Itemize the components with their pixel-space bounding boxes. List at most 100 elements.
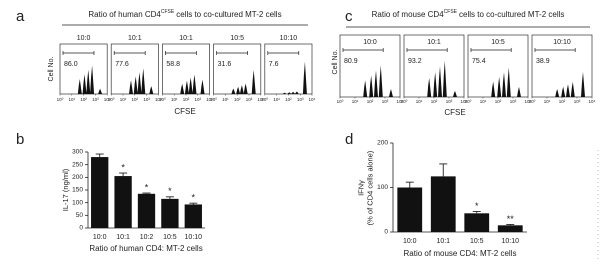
x-tick-label: 10¹ [69, 97, 76, 102]
x-tick-label: 10:2 [140, 234, 154, 241]
x-tick-label: 10³ [510, 99, 517, 104]
significance-mark: * [192, 193, 196, 203]
y-tick-label: 100 [377, 184, 388, 191]
x-tick-label: 10¹ [273, 97, 280, 102]
x-tick-label: 10⁰ [529, 99, 536, 104]
x-tick-label: 10² [234, 97, 241, 102]
gate-percent: 86.0 [64, 61, 78, 68]
panel-label: 10:1 [179, 35, 193, 42]
x-tick-label: 10³ [92, 97, 99, 102]
y-axis-label: Cell No. [48, 57, 55, 82]
x-tick-label: 10³ [143, 97, 150, 102]
title-text: cells to co-cultured MT-2 cells [459, 10, 564, 19]
histogram [266, 61, 310, 94]
histogram [215, 70, 259, 94]
significance-mark: * [121, 162, 125, 172]
panel-title: Ratio of human CD4CFSE cells to co-cultur… [88, 9, 281, 19]
panel-label: 10:10 [280, 35, 298, 42]
x-tick-label: 10:5 [163, 234, 177, 241]
x-tick-label: 10¹ [416, 99, 423, 104]
title-superscript: CFSE [161, 9, 175, 15]
x-tick-label: 10³ [195, 97, 202, 102]
x-tick-label: 10¹ [171, 97, 178, 102]
significance-mark: * [145, 182, 149, 192]
gate-percent: 7.6 [269, 61, 279, 68]
bar [430, 176, 456, 232]
bar [91, 157, 109, 228]
panel-label: 10:1 [128, 35, 142, 42]
x-tick-label: 10⁰ [57, 97, 64, 102]
x-tick-label: 10⁴ [309, 97, 316, 102]
gate-percent: 77.6 [115, 61, 129, 68]
x-tick-label: 10⁴ [104, 97, 111, 102]
panel-letter: d [345, 131, 353, 148]
x-tick-label: 10:0 [403, 238, 417, 245]
x-tick-label: 10¹ [222, 97, 229, 102]
bar [464, 213, 490, 232]
x-tick-label: 10:10 [501, 238, 519, 245]
histogram [406, 60, 462, 97]
x-axis-label: Ratio of human CD4: MT-2 cells [89, 244, 202, 253]
x-tick-label: 10² [495, 99, 502, 104]
panel-label: 10:10 [553, 39, 571, 46]
x-tick-label: 10¹ [544, 99, 551, 104]
histogram [62, 65, 106, 94]
y-tick-label: 150 [72, 187, 83, 194]
x-tick-label: 10² [132, 97, 139, 102]
x-axis-label: CFSE [444, 108, 465, 117]
x-tick-label: 10:1 [436, 238, 450, 245]
bar [184, 204, 202, 228]
x-tick-label: 10⁰ [261, 97, 268, 102]
title-text: Ratio of human CD4 [88, 10, 161, 19]
x-tick-label: 10⁴ [461, 99, 468, 104]
y-axis-label: IFNγ [356, 180, 365, 196]
x-axis-label: Ratio of mouse CD4: MT-2 cells [404, 249, 517, 258]
panel-letter: b [16, 131, 24, 148]
gate-percent: 75.4 [472, 58, 486, 65]
gate-percent: 38.9 [536, 58, 550, 65]
panel-label: 10:5 [230, 35, 244, 42]
x-tick-label: 10⁴ [525, 99, 532, 104]
panel-letter: a [16, 8, 25, 25]
x-tick-label: 10¹ [480, 99, 487, 104]
gate-percent: 58.8 [166, 61, 180, 68]
y-axis-label: IL-17 (ng/ml) [61, 168, 70, 211]
x-tick-label: 10³ [382, 99, 389, 104]
y-tick-label: 200 [72, 174, 83, 181]
x-tick-label: 10:5 [470, 238, 484, 245]
x-tick-label: 10⁴ [589, 99, 596, 104]
x-tick-label: 10⁴ [206, 97, 213, 102]
x-tick-label: 10:10 [185, 234, 203, 241]
panel-label: 10:5 [491, 39, 505, 46]
x-tick-label: 10³ [246, 97, 253, 102]
x-tick-label: 10:1 [116, 234, 130, 241]
significance-mark: ** [507, 214, 515, 224]
x-tick-label: 10⁰ [210, 97, 217, 102]
x-tick-label: 10¹ [120, 97, 127, 102]
x-tick-label: 10⁴ [397, 99, 404, 104]
panel-letter: c [345, 8, 353, 25]
bar [161, 198, 179, 228]
histogram [164, 74, 208, 94]
panel-label: 10:0 [77, 35, 91, 42]
y-tick-label: 0 [79, 225, 83, 232]
y-axis-label: (% of CD4 cells alone) [365, 150, 374, 225]
bar [114, 176, 132, 228]
x-tick-label: 10⁴ [155, 97, 162, 102]
y-tick-label: 0 [384, 229, 388, 236]
panel-label: 10:0 [363, 39, 377, 46]
y-tick-label: 50 [76, 212, 84, 219]
gate-percent: 80.9 [344, 58, 358, 65]
x-tick-label: 10³ [446, 99, 453, 104]
x-tick-label: 10:0 [93, 234, 107, 241]
x-tick-label: 10² [367, 99, 374, 104]
x-tick-label: 10⁰ [159, 97, 166, 102]
x-tick-label: 10⁴ [257, 97, 264, 102]
x-tick-label: 10⁰ [337, 99, 344, 104]
histogram [534, 71, 590, 97]
y-tick-label: 100 [72, 199, 83, 206]
gate-percent: 93.2 [408, 58, 422, 65]
significance-mark: * [475, 201, 479, 211]
x-tick-label: 10⁰ [401, 99, 408, 104]
